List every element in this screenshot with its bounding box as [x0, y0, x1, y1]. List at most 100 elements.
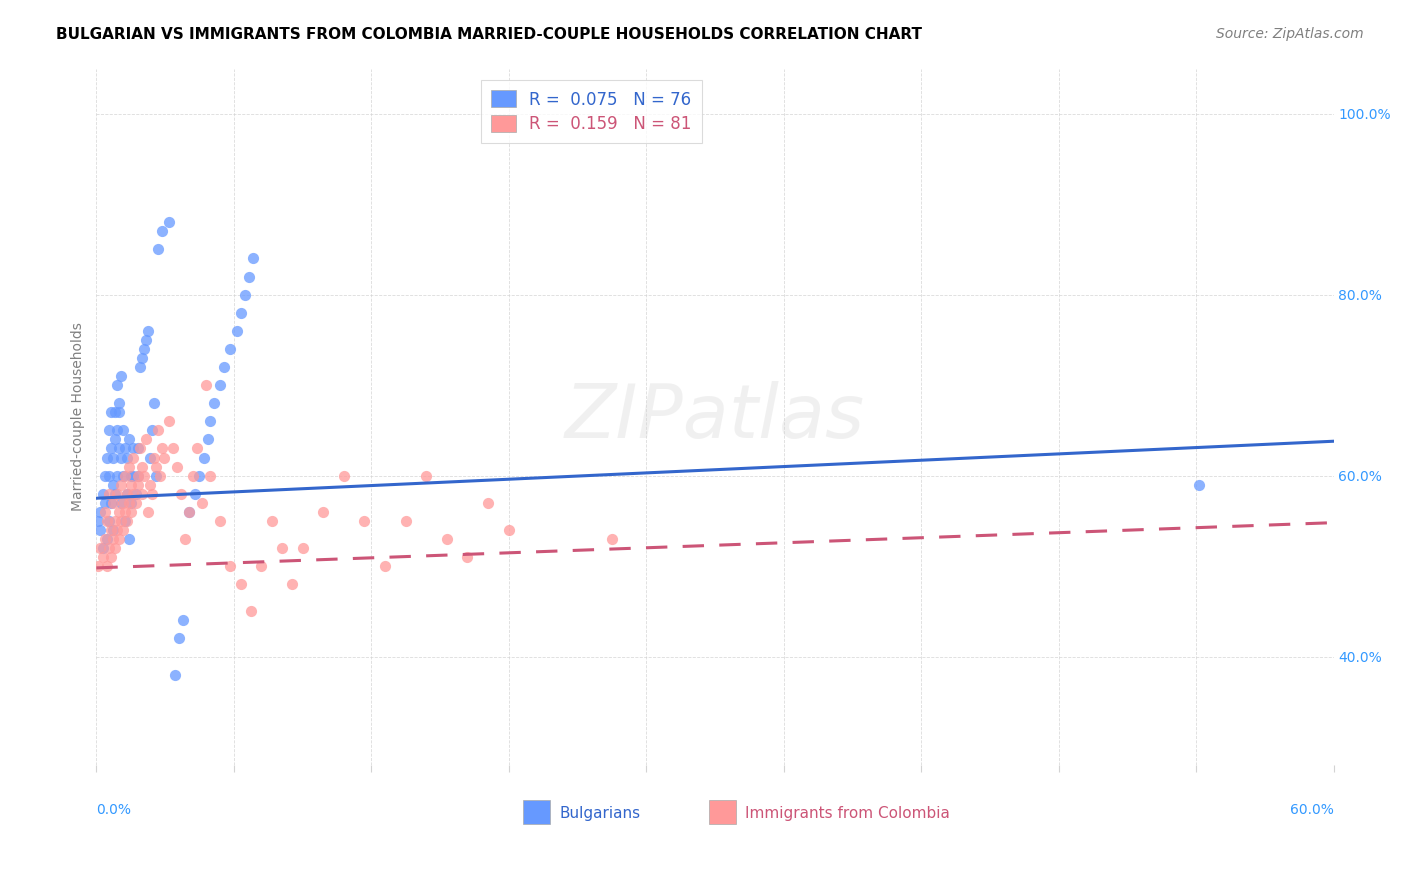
Point	[139, 477, 162, 491]
Point	[122, 468, 145, 483]
Point	[110, 496, 132, 510]
Point	[112, 468, 135, 483]
Point	[135, 433, 157, 447]
Point	[225, 324, 247, 338]
Point	[194, 378, 217, 392]
Point	[89, 505, 111, 519]
Point	[91, 541, 114, 555]
Point	[127, 468, 149, 483]
Point	[233, 287, 256, 301]
Point	[127, 468, 149, 483]
Point	[124, 496, 146, 510]
Point	[118, 496, 141, 510]
Point	[122, 486, 145, 500]
Point	[100, 523, 122, 537]
Text: 60.0%: 60.0%	[1289, 804, 1333, 817]
Point	[112, 423, 135, 437]
Point	[127, 477, 149, 491]
Point	[136, 505, 159, 519]
Point	[136, 324, 159, 338]
Point	[157, 414, 180, 428]
Point	[153, 450, 176, 465]
Point	[131, 351, 153, 365]
Point	[143, 450, 166, 465]
Point	[477, 496, 499, 510]
Point	[96, 559, 118, 574]
Point	[87, 559, 110, 574]
Point	[101, 450, 124, 465]
Point	[312, 505, 335, 519]
Point	[600, 532, 623, 546]
Point	[89, 541, 111, 555]
Point	[127, 442, 149, 456]
Point	[281, 577, 304, 591]
Point	[132, 342, 155, 356]
Point	[91, 549, 114, 564]
Point	[114, 505, 136, 519]
Point	[118, 459, 141, 474]
Point	[112, 523, 135, 537]
Point	[105, 423, 128, 437]
Point	[166, 459, 188, 474]
Point	[229, 306, 252, 320]
Point	[100, 496, 122, 510]
Text: Source: ZipAtlas.com: Source: ZipAtlas.com	[1216, 27, 1364, 41]
Text: Bulgarians: Bulgarians	[560, 806, 640, 822]
Text: Immigrants from Colombia: Immigrants from Colombia	[745, 806, 949, 822]
Point	[167, 632, 190, 646]
Point	[148, 243, 170, 257]
Point	[108, 405, 131, 419]
Point	[190, 496, 212, 510]
Point	[105, 523, 128, 537]
FancyBboxPatch shape	[523, 800, 550, 824]
Point	[108, 532, 131, 546]
Point	[498, 523, 520, 537]
Point	[415, 468, 437, 483]
Point	[162, 442, 184, 456]
Point	[291, 541, 314, 555]
Point	[139, 450, 162, 465]
Text: BULGARIAN VS IMMIGRANTS FROM COLOMBIA MARRIED-COUPLE HOUSEHOLDS CORRELATION CHAR: BULGARIAN VS IMMIGRANTS FROM COLOMBIA MA…	[56, 27, 922, 42]
Point	[271, 541, 294, 555]
Point	[186, 442, 208, 456]
Point	[87, 514, 110, 528]
Point	[118, 433, 141, 447]
Point	[128, 359, 150, 374]
Point	[110, 450, 132, 465]
Point	[105, 378, 128, 392]
Point	[197, 433, 219, 447]
Point	[101, 477, 124, 491]
Point	[101, 496, 124, 510]
Point	[193, 450, 215, 465]
Point	[93, 496, 115, 510]
Point	[110, 514, 132, 528]
Point	[100, 442, 122, 456]
Point	[96, 532, 118, 546]
Point	[148, 423, 170, 437]
Point	[96, 450, 118, 465]
Point	[198, 414, 221, 428]
Point	[120, 505, 142, 519]
Point	[117, 486, 139, 500]
Point	[97, 514, 120, 528]
Point	[150, 442, 173, 456]
Point	[157, 215, 180, 229]
Point	[104, 433, 127, 447]
Point	[163, 667, 186, 681]
Point	[105, 468, 128, 483]
Point	[170, 486, 193, 500]
Point	[141, 423, 163, 437]
Point	[145, 468, 167, 483]
Point	[100, 549, 122, 564]
Point	[114, 514, 136, 528]
Point	[198, 468, 221, 483]
Point	[219, 559, 242, 574]
Point	[112, 496, 135, 510]
Point	[150, 224, 173, 238]
Point	[101, 532, 124, 546]
Point	[1188, 477, 1211, 491]
Point	[108, 396, 131, 410]
Point	[97, 541, 120, 555]
Point	[179, 505, 201, 519]
Point	[110, 369, 132, 384]
